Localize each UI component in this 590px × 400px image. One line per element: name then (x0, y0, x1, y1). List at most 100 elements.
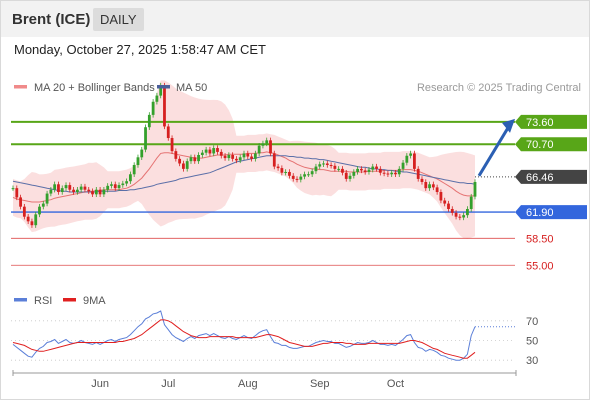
rsi-tick-label: 70 (526, 316, 538, 328)
candle-body (200, 152, 204, 155)
instrument-title: Brent (ICE) (12, 11, 91, 28)
candle-body (22, 206, 26, 217)
candle-body (170, 138, 174, 152)
candle-body (163, 85, 166, 127)
candle-body (72, 189, 75, 193)
candle-body (310, 171, 314, 175)
candle-body (375, 166, 378, 169)
candle-body (356, 168, 360, 172)
candle-body (318, 164, 322, 167)
candle-body (106, 185, 110, 190)
candle-body (435, 187, 439, 193)
rsi-tick-label: 30 (526, 355, 538, 367)
candle-body (367, 169, 371, 172)
month-tick-label: Oct (387, 378, 404, 390)
candle-body (227, 154, 231, 159)
candle-body (333, 165, 337, 169)
price-level-label: 58.50 (526, 233, 554, 245)
candle-body (57, 184, 60, 193)
candle-body (257, 145, 261, 154)
candle-body (38, 206, 41, 215)
candle-body (322, 163, 325, 165)
candle-body (394, 172, 397, 175)
candle-body (382, 172, 386, 174)
candle-body (216, 148, 219, 152)
candle-body (329, 165, 333, 167)
rsi-ma-legend-label: 9MA (83, 295, 106, 307)
ma50-legend-swatch (157, 85, 170, 89)
candle-body (420, 178, 424, 182)
candle-body (462, 215, 466, 218)
candle-body (113, 184, 117, 189)
candle-body (212, 148, 216, 154)
candle-body (98, 189, 102, 195)
candle-body (352, 171, 356, 176)
candle-body (348, 175, 352, 179)
candle-body (83, 186, 87, 190)
candle-body (110, 184, 113, 186)
resistance-price-label: 70.70 (526, 139, 554, 151)
candle-body (458, 216, 462, 218)
resistance-price-tag (515, 137, 587, 152)
candle-body (219, 151, 223, 156)
ma50-legend-label: MA 50 (176, 82, 207, 94)
candle-body (288, 171, 291, 176)
candle-body (132, 165, 136, 175)
candle-body (428, 184, 431, 189)
candle-body (223, 155, 227, 159)
rsi-legend-label: RSI (34, 295, 52, 307)
rsi-ma-legend-swatch (63, 298, 76, 302)
month-tick-label: Jul (161, 378, 175, 390)
candle-body (79, 186, 83, 190)
candle-body (439, 192, 443, 201)
candle-body (450, 208, 454, 213)
candle-body (386, 173, 390, 175)
rsi-legend-swatch (14, 298, 27, 302)
candle-body (291, 175, 295, 179)
candle-body (397, 168, 401, 175)
candle-body (235, 158, 238, 161)
candle-body (299, 176, 303, 180)
candle-body (405, 155, 409, 163)
header-bar: Brent (ICE) DAILY (1, 1, 589, 37)
candle-body (182, 163, 185, 169)
candle-body (117, 185, 121, 189)
resistance-price-tag (515, 114, 587, 129)
candle-body (178, 158, 182, 164)
candle-body (371, 166, 375, 170)
candle-body (424, 181, 428, 189)
candle-body (303, 174, 306, 177)
support-price-tag (515, 205, 587, 220)
candle-body (68, 185, 72, 190)
candle-body (413, 153, 416, 169)
period-badge[interactable]: DAILY (93, 8, 144, 31)
candle-body (204, 149, 208, 153)
candle-body (128, 174, 132, 182)
rsi-tick-label: 50 (526, 336, 538, 348)
price-level-label: 55.00 (526, 260, 554, 272)
candle-body (75, 189, 79, 193)
candle-body (238, 157, 242, 161)
candle-body (390, 172, 394, 175)
candle-body (60, 188, 64, 193)
current-price-tag (515, 169, 587, 184)
candle-body (401, 162, 405, 169)
candle-body (344, 172, 348, 179)
ma20-legend-label: MA 20 + Bollinger Bands (34, 82, 155, 94)
candle-body (147, 114, 151, 128)
candle-body (45, 193, 49, 204)
candle-body (166, 126, 170, 139)
research-watermark: Research © 2025 Trading Central (417, 82, 581, 94)
candle-body (337, 168, 341, 170)
candle-body (272, 153, 276, 167)
candle-body (246, 153, 250, 157)
candle-body (409, 153, 413, 156)
candle-body (136, 157, 140, 166)
support-price-label: 61.90 (526, 207, 554, 219)
candle-body (174, 151, 178, 159)
candle-body (34, 214, 38, 226)
candle-body (125, 181, 129, 184)
candle-body (208, 149, 212, 154)
